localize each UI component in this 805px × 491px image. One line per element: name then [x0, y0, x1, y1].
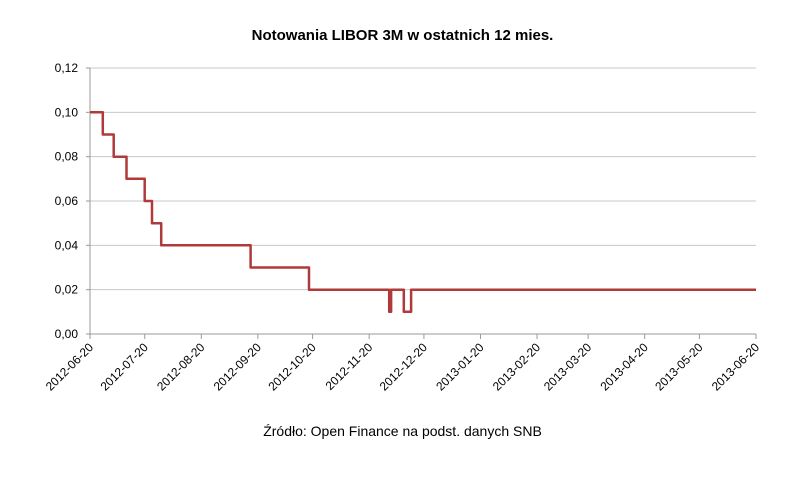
x-tick-label: 2013-04-20 — [598, 340, 652, 394]
y-tick-label: 0,04 — [55, 238, 79, 252]
x-tick-label: 2013-05-20 — [652, 340, 706, 394]
y-tick-label: 0,08 — [55, 150, 79, 164]
x-tick-label: 2012-11-20 — [323, 340, 376, 393]
chart-title: Notowania LIBOR 3M w ostatnich 12 mies. — [251, 27, 554, 44]
x-tick-label: 2013-06-20 — [709, 340, 763, 394]
x-tick-label: 2012-06-20 — [43, 340, 97, 394]
x-tick-label: 2012-10-20 — [265, 340, 319, 394]
y-tick-label: 0,10 — [55, 105, 79, 119]
y-tick-label: 0,02 — [55, 283, 79, 297]
x-tick-label: 2013-03-20 — [541, 340, 595, 394]
grid-lines — [90, 67, 756, 291]
y-tick-label: 0,12 — [55, 61, 79, 75]
x-tick-label: 2012-09-20 — [211, 340, 265, 394]
x-tick-label: 2013-01-20 — [433, 340, 487, 394]
x-tick-label: 2012-12-20 — [377, 340, 431, 394]
series-layer — [90, 111, 756, 314]
source-note: Źródło: Open Finance na podst. danych SN… — [263, 423, 542, 439]
x-tick-label: 2012-08-20 — [154, 340, 208, 394]
libor-3m-line — [90, 111, 756, 314]
y-tick-label: 0,06 — [55, 194, 79, 208]
y-tick-labels: 0,00 0,02 0,04 0,06 0,08 0,10 0,12 — [55, 61, 79, 341]
y-tick-label: 0,00 — [55, 327, 79, 341]
x-tick-labels: 2012-06-20 2012-07-20 2012-08-20 2012-09-20… — [43, 340, 763, 394]
axes — [86, 67, 757, 339]
x-tick-label: 2012-07-20 — [98, 340, 152, 394]
x-tick-label: 2013-02-20 — [490, 340, 544, 394]
